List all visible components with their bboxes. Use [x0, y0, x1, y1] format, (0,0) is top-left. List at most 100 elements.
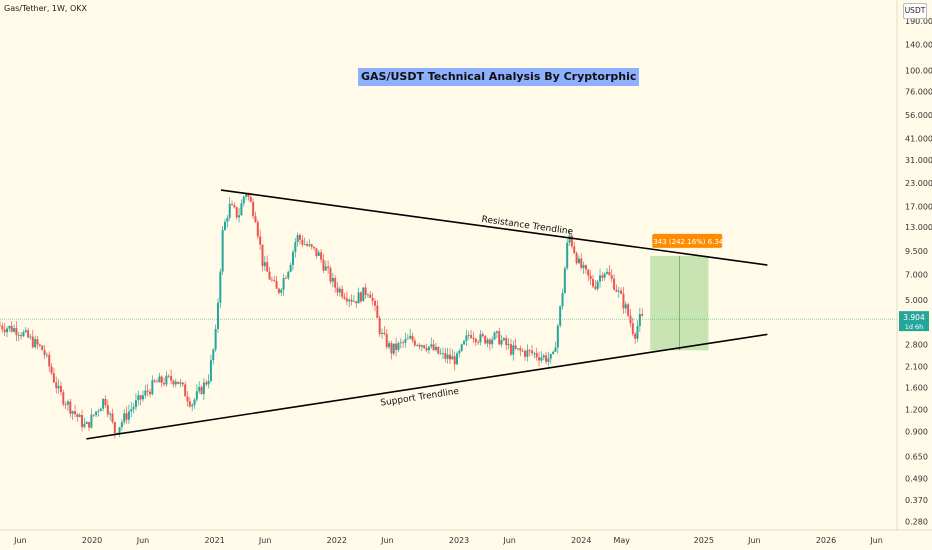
- candle: [359, 291, 362, 304]
- candle: [472, 331, 475, 344]
- candle: [174, 378, 177, 388]
- time-tick-label: 2022: [327, 536, 347, 545]
- candle: [599, 268, 602, 288]
- price-tick-label: 140.000: [905, 40, 932, 49]
- candle: [427, 346, 430, 355]
- candle: [420, 344, 423, 352]
- candle: [219, 268, 222, 308]
- candle: [570, 233, 573, 249]
- price-tick-label: 0.650: [905, 453, 928, 462]
- price-tick-label: 0.490: [905, 474, 928, 483]
- candle: [111, 408, 114, 424]
- candle: [580, 253, 583, 270]
- candle: [36, 336, 39, 350]
- candle: [1, 322, 4, 333]
- candle: [38, 343, 41, 348]
- candle: [134, 393, 137, 411]
- candle: [641, 308, 644, 317]
- candle: [252, 198, 255, 220]
- candle: [165, 371, 168, 387]
- symbol-label: Gas/Tether, 1W, OKX: [4, 4, 88, 13]
- candle: [59, 381, 62, 396]
- candle: [434, 342, 437, 352]
- candle: [594, 280, 597, 291]
- candle: [90, 408, 93, 429]
- candle: [238, 208, 241, 223]
- candle: [34, 335, 37, 349]
- candle: [617, 286, 620, 298]
- candle: [78, 412, 81, 418]
- candle: [439, 348, 442, 355]
- candle: [397, 341, 400, 353]
- candle: [388, 340, 391, 350]
- candle: [631, 317, 634, 337]
- candle: [383, 326, 386, 336]
- candle: [538, 351, 541, 367]
- candle: [306, 240, 309, 248]
- candle: [153, 379, 156, 383]
- candle: [156, 379, 159, 383]
- candle: [601, 272, 604, 282]
- candle: [500, 335, 503, 348]
- candle: [357, 287, 360, 304]
- candle: [352, 295, 355, 303]
- candle: [463, 339, 466, 346]
- candle: [280, 287, 283, 296]
- candle: [74, 404, 77, 418]
- target-zone-badge: [652, 233, 723, 248]
- price-tick-label: 41.000: [905, 135, 932, 144]
- candle: [514, 338, 517, 350]
- time-tick-label: Jun: [869, 536, 883, 545]
- candle: [603, 272, 606, 281]
- candle: [502, 336, 505, 342]
- price-tick-label: 1.200: [905, 406, 928, 415]
- candle: [596, 280, 599, 291]
- price-tick-label: 17.000: [905, 202, 932, 211]
- candle: [493, 331, 496, 341]
- candle: [479, 329, 482, 346]
- candle: [505, 335, 508, 351]
- resistance-trendline[interactable]: [220, 189, 768, 266]
- candle: [613, 274, 616, 291]
- candle: [130, 402, 133, 418]
- candle: [498, 328, 501, 346]
- candle: [125, 406, 128, 424]
- time-tick-label: Jun: [13, 536, 27, 545]
- candle: [634, 331, 637, 345]
- candle: [366, 292, 369, 298]
- candle: [486, 337, 489, 348]
- candle: [533, 351, 536, 359]
- candle: [334, 275, 337, 293]
- time-tick-label: 2020: [82, 536, 102, 545]
- candle: [233, 202, 236, 209]
- candle: [228, 197, 231, 221]
- candle: [106, 399, 109, 418]
- time-tick-label: Jun: [747, 536, 761, 545]
- candle: [378, 315, 381, 338]
- candle: [95, 411, 98, 418]
- candle: [390, 340, 393, 360]
- support-trendline[interactable]: [86, 333, 768, 440]
- candle: [308, 239, 311, 248]
- candle: [430, 337, 433, 350]
- price-tick-label: 100.000: [905, 66, 932, 75]
- candle: [48, 351, 51, 372]
- candle: [575, 251, 578, 265]
- candle: [331, 272, 334, 288]
- candle: [216, 298, 219, 333]
- candle: [41, 345, 44, 351]
- candle: [329, 265, 332, 285]
- candle: [540, 351, 543, 364]
- candle: [542, 353, 545, 361]
- candle: [317, 249, 320, 257]
- candle: [301, 235, 304, 248]
- candle: [0, 321, 1, 327]
- candle: [191, 403, 194, 411]
- candle: [170, 369, 173, 385]
- candle: [29, 333, 32, 340]
- candle: [66, 399, 69, 411]
- candle: [409, 328, 412, 340]
- candle: [535, 347, 538, 361]
- currency-badge[interactable]: USDT: [903, 3, 927, 19]
